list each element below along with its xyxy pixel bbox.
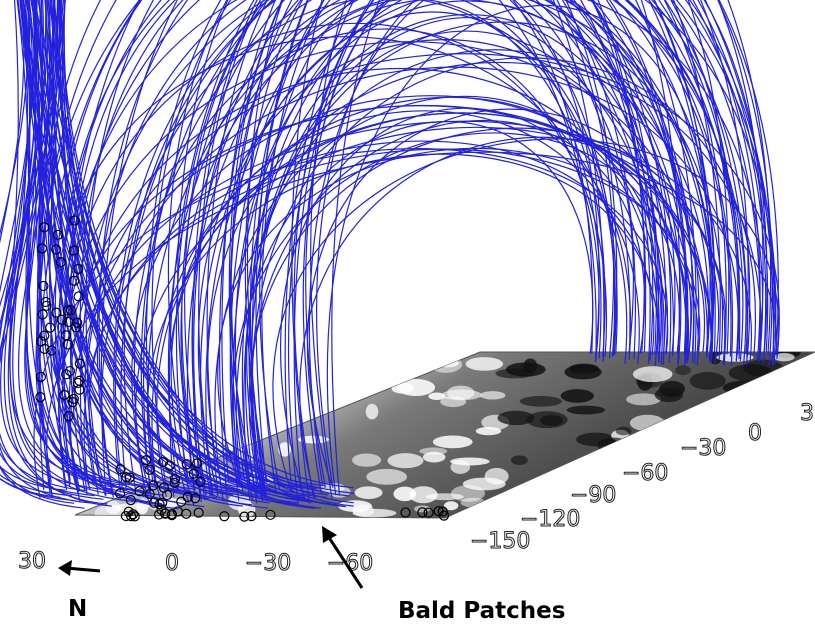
north-label: N [68, 596, 87, 622]
patch [633, 366, 673, 382]
patch [511, 455, 528, 465]
patch [480, 391, 506, 399]
patch [723, 381, 766, 396]
patch [506, 362, 546, 376]
patch [567, 406, 605, 415]
patch [655, 388, 683, 402]
front-tick-label: 0 [165, 551, 179, 576]
patch [497, 411, 534, 425]
patch [729, 364, 773, 381]
patch [366, 404, 379, 420]
patch [414, 505, 430, 512]
side-tick-label: −60 [622, 461, 668, 486]
patch [466, 357, 504, 371]
patch [391, 383, 413, 394]
front-tick-label: 30 [18, 549, 46, 574]
figure: 300−30−60−150−120−90−60−30030 N Bald Pat… [0, 0, 815, 629]
patch [387, 453, 423, 468]
patch [430, 356, 462, 373]
patch [597, 438, 631, 453]
patch [419, 447, 447, 454]
patch [428, 392, 445, 400]
side-tick-label: 30 [800, 401, 815, 426]
side-tick-label: 0 [748, 421, 762, 446]
patch [353, 509, 397, 517]
patch [393, 487, 416, 502]
bald-patches-label: Bald Patches [398, 598, 565, 624]
patch [461, 498, 486, 508]
patch [616, 427, 632, 436]
patch [520, 396, 562, 407]
patch [352, 453, 381, 466]
patch [106, 501, 121, 515]
patch [630, 415, 665, 432]
side-tick-label: −120 [520, 507, 580, 532]
patch [433, 436, 473, 449]
patch [564, 365, 601, 380]
patch [355, 486, 383, 499]
side-tick-label: −30 [680, 436, 726, 461]
side-tick-label: −150 [470, 529, 530, 554]
patch [366, 469, 407, 485]
patch [540, 415, 563, 426]
patch [450, 458, 490, 466]
patch [561, 389, 594, 403]
field-line [62, 0, 307, 488]
patch [675, 365, 691, 375]
arrows [58, 526, 362, 588]
front-tick-label: −30 [245, 551, 291, 576]
side-tick-label: −90 [570, 483, 616, 508]
patch [689, 372, 725, 390]
